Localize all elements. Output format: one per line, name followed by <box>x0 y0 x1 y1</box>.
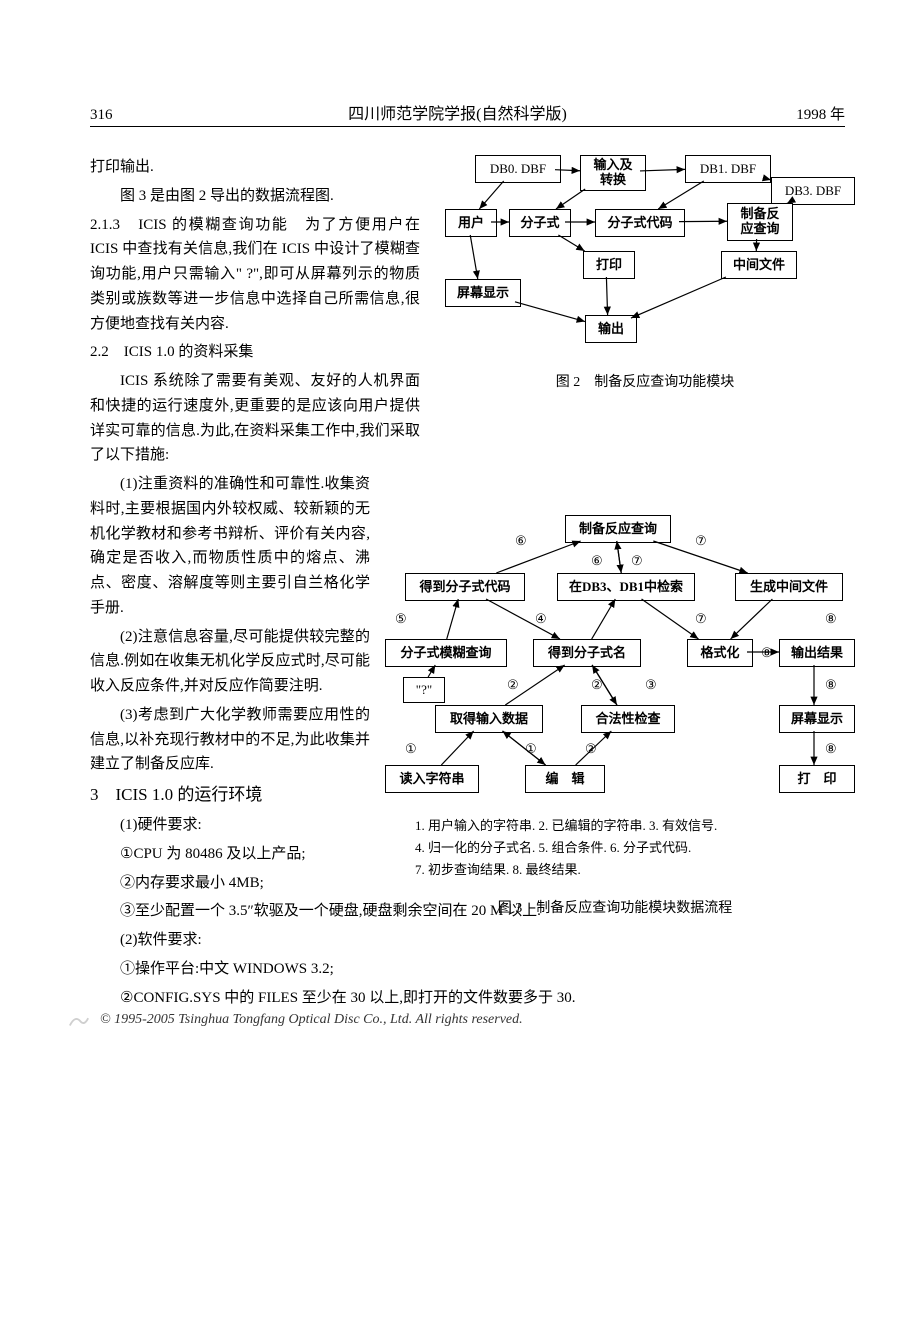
edge-label: ② <box>585 741 597 757</box>
node-getname: 得到分子式名 <box>533 639 641 667</box>
s22-p1: ICIS 系统除了需要有美观、友好的人机界面和快捷的运行速度外,更重要的是应该向… <box>90 369 420 468</box>
node-genmid: 生成中间文件 <box>735 573 843 601</box>
edge-label: ⑦ <box>695 533 707 549</box>
section-22-title: 2.2 ICIS 1.0 的资料采集 <box>90 340 420 365</box>
page-number: 316 <box>90 107 150 124</box>
edge-label: ③ <box>645 677 657 693</box>
node-valid: 合法性检查 <box>581 705 675 733</box>
edge-label: ④ <box>535 611 547 627</box>
edge-label: ⑥ <box>591 553 603 569</box>
node-q: "?" <box>403 677 445 703</box>
edge-label: ⑥ <box>515 533 527 549</box>
figure-3-note-line: 4. 归一化的分子式名. 5. 组合条件. 6. 分子式代码. <box>415 837 845 859</box>
section-213: 2.1.3 ICIS 的模糊查询功能 为了方便用户在 ICIS 中查找有关信息,… <box>90 213 420 337</box>
figure-3-note-line: 7. 初步查询结果. 8. 最终结果. <box>415 859 845 881</box>
node-db3: DB3. DBF <box>771 177 855 205</box>
figure-3-note-line: 1. 用户输入的字符串. 2. 已编辑的字符串. 3. 有效信号. <box>415 815 845 837</box>
edge-label: ① <box>525 741 537 757</box>
page-header: 316 四川师范学院学报(自然科学版) 1998 年 <box>90 100 845 127</box>
edge-label: ② <box>591 677 603 693</box>
s22-p4: (3)考虑到广大化学教师需要应用性的信息,以补充现行教材中的不足,为此收集并建立… <box>90 703 370 777</box>
node-format: 格式化 <box>687 639 753 667</box>
node-in: 输入及转换 <box>580 155 646 191</box>
node-top: 制备反应查询 <box>565 515 671 543</box>
edge-label: ⑦ <box>631 553 643 569</box>
copyright-footer: © 1995-2005 Tsinghua Tongfang Optical Di… <box>100 1012 523 1028</box>
edge-label: ⑦ <box>695 611 707 627</box>
req-2a: ①操作平台:中文 WINDOWS 3.2; <box>90 957 845 982</box>
year: 1998 年 <box>765 103 845 124</box>
node-db1: DB1. DBF <box>685 155 771 183</box>
edge-label: ② <box>507 677 519 693</box>
edge-label: ⑧ <box>825 611 837 627</box>
node-getcode: 得到分子式代码 <box>405 573 525 601</box>
node-outres: 输出结果 <box>779 639 855 667</box>
req-2b: ②CONFIG.SYS 中的 FILES 至少在 30 以上,即打开的文件数要多… <box>90 986 845 1011</box>
s213-body: 为了方便用户在 ICIS 中查找有关信息,我们在 ICIS 中设计了模糊查询功能… <box>90 217 420 332</box>
node-prep: 制备反应查询 <box>727 203 793 241</box>
node-read: 读入字符串 <box>385 765 479 793</box>
node-getinput: 取得输入数据 <box>435 705 543 733</box>
node-molcode: 分子式代码 <box>595 209 685 237</box>
node-db0: DB0. DBF <box>475 155 561 183</box>
footer-logo-icon <box>68 1012 90 1028</box>
journal-title: 四川师范学院学报(自然科学版) <box>150 100 765 124</box>
figure-3-caption: 图 3 制备反应查询功能模块数据流程 <box>385 897 845 917</box>
node-disp: 屏幕显示 <box>779 705 855 733</box>
node-print: 打 印 <box>779 765 855 793</box>
edge-label: ⑧ <box>825 677 837 693</box>
figure-3-notes: 1. 用户输入的字符串. 2. 已编辑的字符串. 3. 有效信号.4. 归一化的… <box>385 815 845 881</box>
s22-p3: (2)注意信息容量,尽可能提供较完整的信息.例如在收集无机化学反应式时,尽可能收… <box>90 625 370 699</box>
node-mid: 中间文件 <box>721 251 797 279</box>
node-mol: 分子式 <box>509 209 571 237</box>
node-user: 用户 <box>445 209 497 237</box>
figure-2-caption: 图 2 制备反应查询功能模块 <box>445 371 845 391</box>
figure-3: 制备反应查询得到分子式代码 在DB3、DB1中检索 生成中间文件分子式模糊查询得到分… <box>385 515 845 917</box>
node-out: 输出 <box>585 315 637 343</box>
figure-2: DB0. DBF输入及转换DB1. DBFDB3. DBF用户分子式分子式代码制… <box>445 155 845 391</box>
req-2: (2)软件要求: <box>90 928 845 953</box>
edge-label: ⑤ <box>395 611 407 627</box>
para-output: 打印输出. <box>90 155 420 180</box>
edge-label: ⑧ <box>761 645 773 661</box>
para-fig3-intro: 图 3 是由图 2 导出的数据流程图. <box>90 184 420 209</box>
node-edit: 编 辑 <box>525 765 605 793</box>
node-search: 在DB3、DB1中检索 <box>557 573 695 601</box>
s22-p2: (1)注重资料的准确性和可靠性.收集资料时,主要根据国内外较权威、较新颖的无机化… <box>90 472 370 621</box>
node-fuzzy: 分子式模糊查询 <box>385 639 507 667</box>
edge-label: ⑧ <box>825 741 837 757</box>
s213-title: 2.1.3 ICIS 的模糊查询功能 <box>90 217 289 233</box>
edge-label: ① <box>405 741 417 757</box>
node-print: 打印 <box>583 251 635 279</box>
node-screen: 屏幕显示 <box>445 279 521 307</box>
